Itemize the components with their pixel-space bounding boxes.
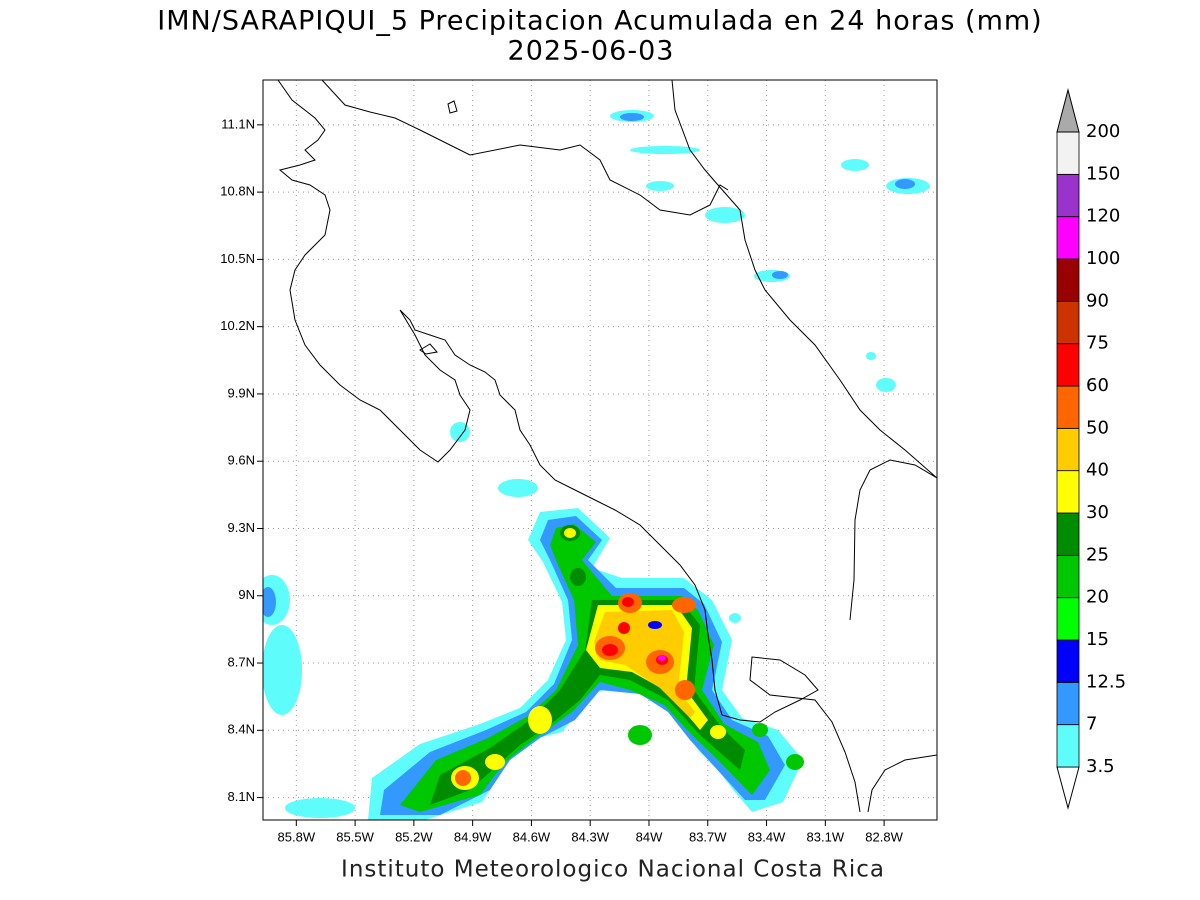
x-tick-label: 85.2W (395, 829, 433, 844)
colorbar-label: 3.5 (1086, 756, 1115, 777)
colorbar-label: 25 (1086, 544, 1109, 565)
y-tick-label: 10.8N (220, 184, 255, 199)
colorbar-bin (1056, 216, 1080, 260)
colorbar-label: 50 (1086, 417, 1109, 438)
y-tick-label: 8.4N (228, 722, 255, 737)
x-tick-label: 83.1W (807, 829, 845, 844)
coastline (277, 80, 937, 813)
colorbar-bin (1056, 131, 1080, 175)
colorbar-label: 15 (1086, 629, 1109, 650)
x-tick-label: 85.5W (336, 829, 374, 844)
colorbar-over (1056, 88, 1080, 133)
colorbar-label: 40 (1086, 460, 1109, 481)
y-tick-label: 9N (238, 587, 255, 602)
colorbar-bin (1056, 470, 1080, 514)
map-frame (262, 79, 938, 821)
precip-field (263, 110, 930, 820)
colorbar-bin (1056, 681, 1080, 726)
colorbar-label: 30 (1086, 502, 1109, 523)
y-tick-label: 11.1N (221, 116, 255, 131)
colorbar-bin (1056, 385, 1080, 429)
colorbar-bin (1056, 258, 1080, 302)
y-tick-label: 8.7N (228, 654, 255, 669)
colorbar-bin (1056, 724, 1080, 768)
colorbar-label: 12.5 (1086, 671, 1126, 692)
colorbar-bin (1056, 300, 1080, 345)
colorbar-bin (1056, 343, 1080, 387)
x-tick-label: 84W (636, 829, 663, 844)
colorbar-bin (1056, 597, 1080, 641)
colorbar-under (1056, 766, 1080, 810)
colorbar-label: 7 (1086, 714, 1097, 735)
y-tick-label: 9.9N (228, 385, 255, 400)
x-tick-label: 85.8W (278, 829, 316, 844)
colorbar-bin (1056, 512, 1080, 556)
colorbar-label: 75 (1086, 333, 1109, 354)
x-tick-label: 83.4W (748, 829, 786, 844)
title: IMN/SARAPIQUI_5 Precipitacion Acumulada … (157, 6, 1042, 37)
colorbar-bin (1056, 427, 1080, 472)
colorbar-bin (1056, 639, 1080, 683)
colorbar-label: 200 (1086, 121, 1120, 142)
y-tick-label: 10.2N (220, 318, 255, 333)
colorbar: 3.5 7 12.5 15 20 25 30 40 50 60 75 90 100 120 150 200 (1056, 88, 1126, 810)
y-tick-label: 9.3N (228, 520, 255, 535)
colorbar-label: 90 (1086, 290, 1109, 311)
colorbar-label: 150 (1086, 163, 1120, 184)
colorbar-bin (1056, 554, 1080, 599)
y-tick-label: 10.5N (220, 251, 255, 266)
colorbar-bin (1056, 173, 1080, 218)
x-tick-label: 82.8W (865, 829, 903, 844)
grid (263, 80, 937, 820)
x-tick-label: 84.3W (571, 829, 609, 844)
colorbar-label: 20 (1086, 587, 1109, 608)
subtitle: 2025-06-03 (508, 36, 675, 67)
x-tick-label: 84.9W (454, 829, 492, 844)
footer: Instituto Meteorologico Nacional Costa R… (341, 857, 885, 883)
colorbar-label: 60 (1086, 375, 1109, 396)
colorbar-label: 100 (1086, 248, 1120, 269)
colorbar-label: 120 (1086, 206, 1120, 227)
y-tick-label: 9.6N (228, 453, 255, 468)
y-tick-label: 8.1N (228, 789, 255, 804)
x-tick-label: 84.6W (513, 829, 551, 844)
x-tick-label: 83.7W (689, 829, 727, 844)
